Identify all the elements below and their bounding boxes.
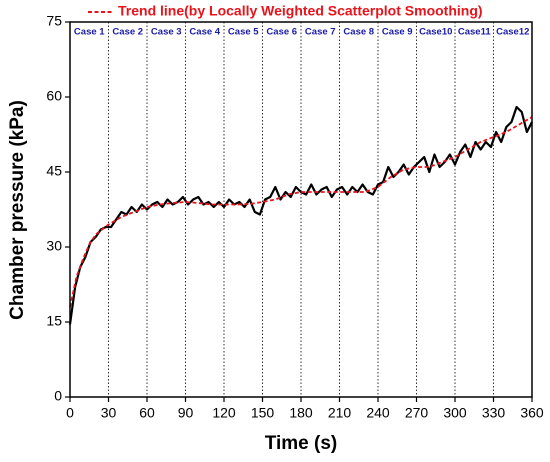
data-line [69,116,533,308]
x-tick-label: 300 [443,405,467,421]
y-tick-label: 60 [46,88,62,104]
x-tick-label: 270 [405,405,429,421]
case-label: Case 9 [382,27,413,38]
case-label: Case 6 [266,27,297,38]
case-label: Case12 [496,27,529,38]
case-label: Case10 [419,27,452,38]
x-tick-label: 180 [289,405,313,421]
x-tick-label: 210 [328,405,352,421]
y-tick-label: 75 [46,13,62,29]
legend-label: Trend line(by Locally Weighted Scatterpl… [118,3,483,19]
x-axis-label: Time (s) [265,433,338,454]
case-label: Case 3 [151,27,182,38]
y-tick-label: 30 [46,238,62,254]
data-line [68,105,533,325]
case-label: Case 1 [74,27,105,38]
x-tick-label: 150 [251,405,275,421]
case-label: Case11 [458,27,491,38]
y-axis-label: Chamber pressure (kPa) [7,100,28,320]
x-tick-label: 90 [178,405,194,421]
x-tick-label: 120 [212,405,236,421]
x-tick-label: 30 [101,405,117,421]
case-label: Case 4 [189,27,220,38]
x-tick-label: 0 [66,405,74,421]
case-label: Case 8 [343,27,374,38]
y-tick-label: 45 [46,163,62,179]
x-tick-label: 360 [520,405,544,421]
case-label: Case 5 [228,27,259,38]
y-tick-label: 0 [54,388,62,404]
x-tick-label: 240 [366,405,390,421]
y-tick-label: 15 [46,313,62,329]
x-tick-label: 60 [139,405,155,421]
case-label: Case 2 [112,27,143,38]
case-label: Case 7 [305,27,336,38]
x-tick-label: 330 [482,405,506,421]
